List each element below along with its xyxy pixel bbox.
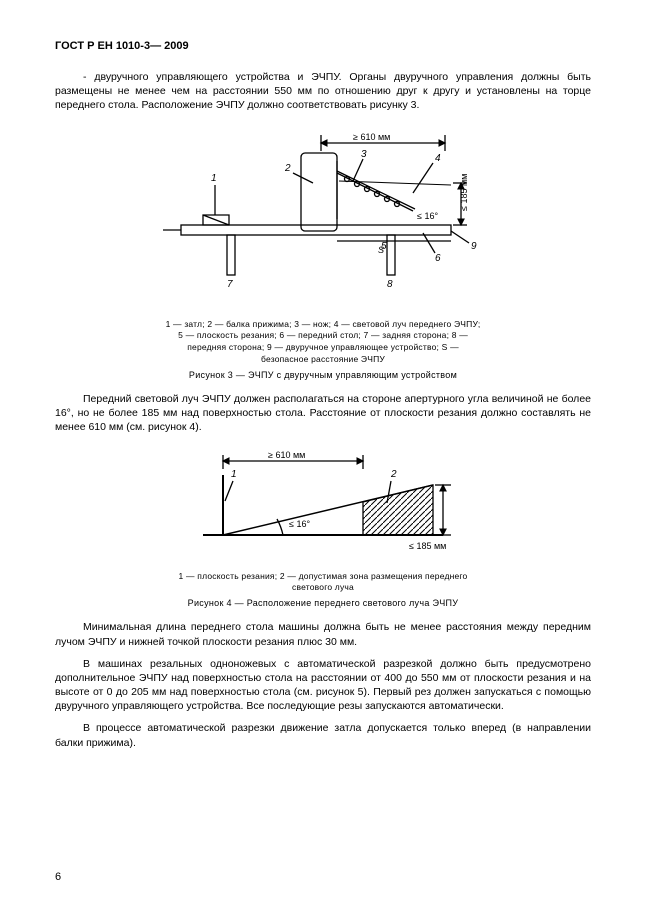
svg-text:2: 2 — [390, 469, 397, 480]
svg-text:7: 7 — [227, 279, 233, 290]
paragraph-3: Минимальная длина переднего стола машины… — [55, 620, 591, 648]
svg-text:5: 5 — [381, 241, 387, 252]
figure-4-legend: 1 — плоскость резания; 2 — допустимая зо… — [163, 571, 483, 595]
paragraph-4: В машинах резальных одноножевых с автома… — [55, 657, 591, 714]
doc-header: ГОСТ Р ЕН 1010-3— 2009 — [55, 40, 591, 52]
paragraph-2: Передний световой луч ЭЧПУ должен распол… — [55, 392, 591, 435]
fig4-dim-top: ≥ 610 мм — [268, 450, 305, 460]
paragraph-5: В процессе автоматической разрезки движе… — [55, 721, 591, 749]
svg-text:1: 1 — [211, 173, 217, 184]
figure-4-svg: ≥ 610 мм ≤ 16° ≤ 185 мм 1 2 — [173, 445, 473, 565]
figure-3-svg: ≥ 610 мм ≤ 185 мм ≤ 16° — [153, 123, 493, 313]
svg-text:8: 8 — [387, 279, 393, 290]
fig4-dim-right: ≤ 185 мм — [409, 541, 446, 551]
fig3-angle: ≤ 16° — [417, 211, 438, 221]
page-root: ГОСТ Р ЕН 1010-3— 2009 - двуручного упра… — [0, 0, 646, 913]
paragraph-1: - двуручного управляющего устройства и Э… — [55, 70, 591, 113]
svg-text:4: 4 — [435, 153, 441, 164]
page-number: 6 — [55, 871, 61, 883]
fig3-dim-right: ≤ 185 мм — [459, 173, 469, 210]
svg-text:9: 9 — [471, 241, 477, 252]
figure-4: ≥ 610 мм ≤ 16° ≤ 185 мм 1 2 — [55, 445, 591, 609]
svg-text:1: 1 — [231, 469, 237, 480]
figure-3-legend: 1 — затл; 2 — балка прижима; 3 — нож; 4 … — [163, 319, 483, 367]
svg-text:3: 3 — [361, 149, 367, 160]
figure-3-caption: Рисунок 3 — ЭЧПУ с двуручным управляющим… — [163, 370, 483, 380]
svg-text:6: 6 — [435, 253, 441, 264]
fig4-angle: ≤ 16° — [289, 519, 310, 529]
fig3-dim-top: ≥ 610 мм — [353, 132, 390, 142]
figure-3: ≥ 610 мм ≤ 185 мм ≤ 16° — [55, 123, 591, 381]
svg-text:2: 2 — [284, 163, 291, 174]
figure-4-caption: Рисунок 4 — Расположение переднего свето… — [163, 598, 483, 608]
